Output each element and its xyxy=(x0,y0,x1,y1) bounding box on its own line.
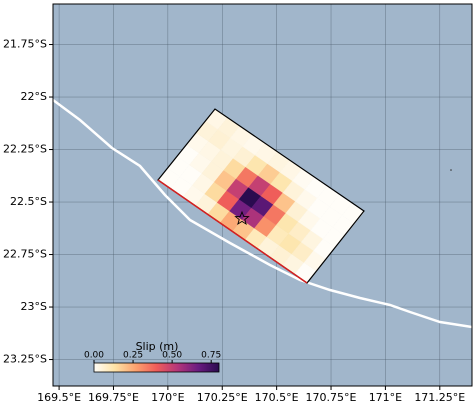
colorbar-tick-label: 0.00 xyxy=(84,351,104,361)
colorbar xyxy=(93,362,220,373)
x-tick-label: 170.25°E xyxy=(197,391,248,404)
x-tick-label: 169.5°E xyxy=(37,391,81,404)
colorbar-tick-label: 0.25 xyxy=(123,351,143,361)
y-tick-label: 22.25°S xyxy=(3,143,47,156)
island xyxy=(450,169,452,171)
y-tick-label: 21.75°S xyxy=(3,38,47,51)
y-tick-label: 22.5°S xyxy=(10,195,47,208)
colorbar-tick-label: 0.50 xyxy=(162,351,182,361)
colorbar-tick-label: 0.75 xyxy=(201,351,221,361)
frame xyxy=(52,3,473,387)
y-tick-label: 22.75°S xyxy=(3,248,47,261)
x-tick-label: 171°E xyxy=(369,391,402,404)
x-tick-label: 170.5°E xyxy=(255,391,299,404)
y-tick-label: 22°S xyxy=(21,90,47,103)
fault-top-edge xyxy=(157,179,308,284)
x-tick-label: 171.25°E xyxy=(414,391,465,404)
x-tick-label: 169.75°E xyxy=(88,391,139,404)
y-tick-label: 23.25°S xyxy=(3,353,47,366)
y-tick-label: 23°S xyxy=(21,300,47,313)
trench-line xyxy=(53,98,472,329)
epicenter xyxy=(234,210,250,226)
x-tick-label: 170.75°E xyxy=(306,391,357,404)
colorbar-label: Slip (m) xyxy=(136,340,179,353)
x-tick-label: 170°E xyxy=(151,391,184,404)
